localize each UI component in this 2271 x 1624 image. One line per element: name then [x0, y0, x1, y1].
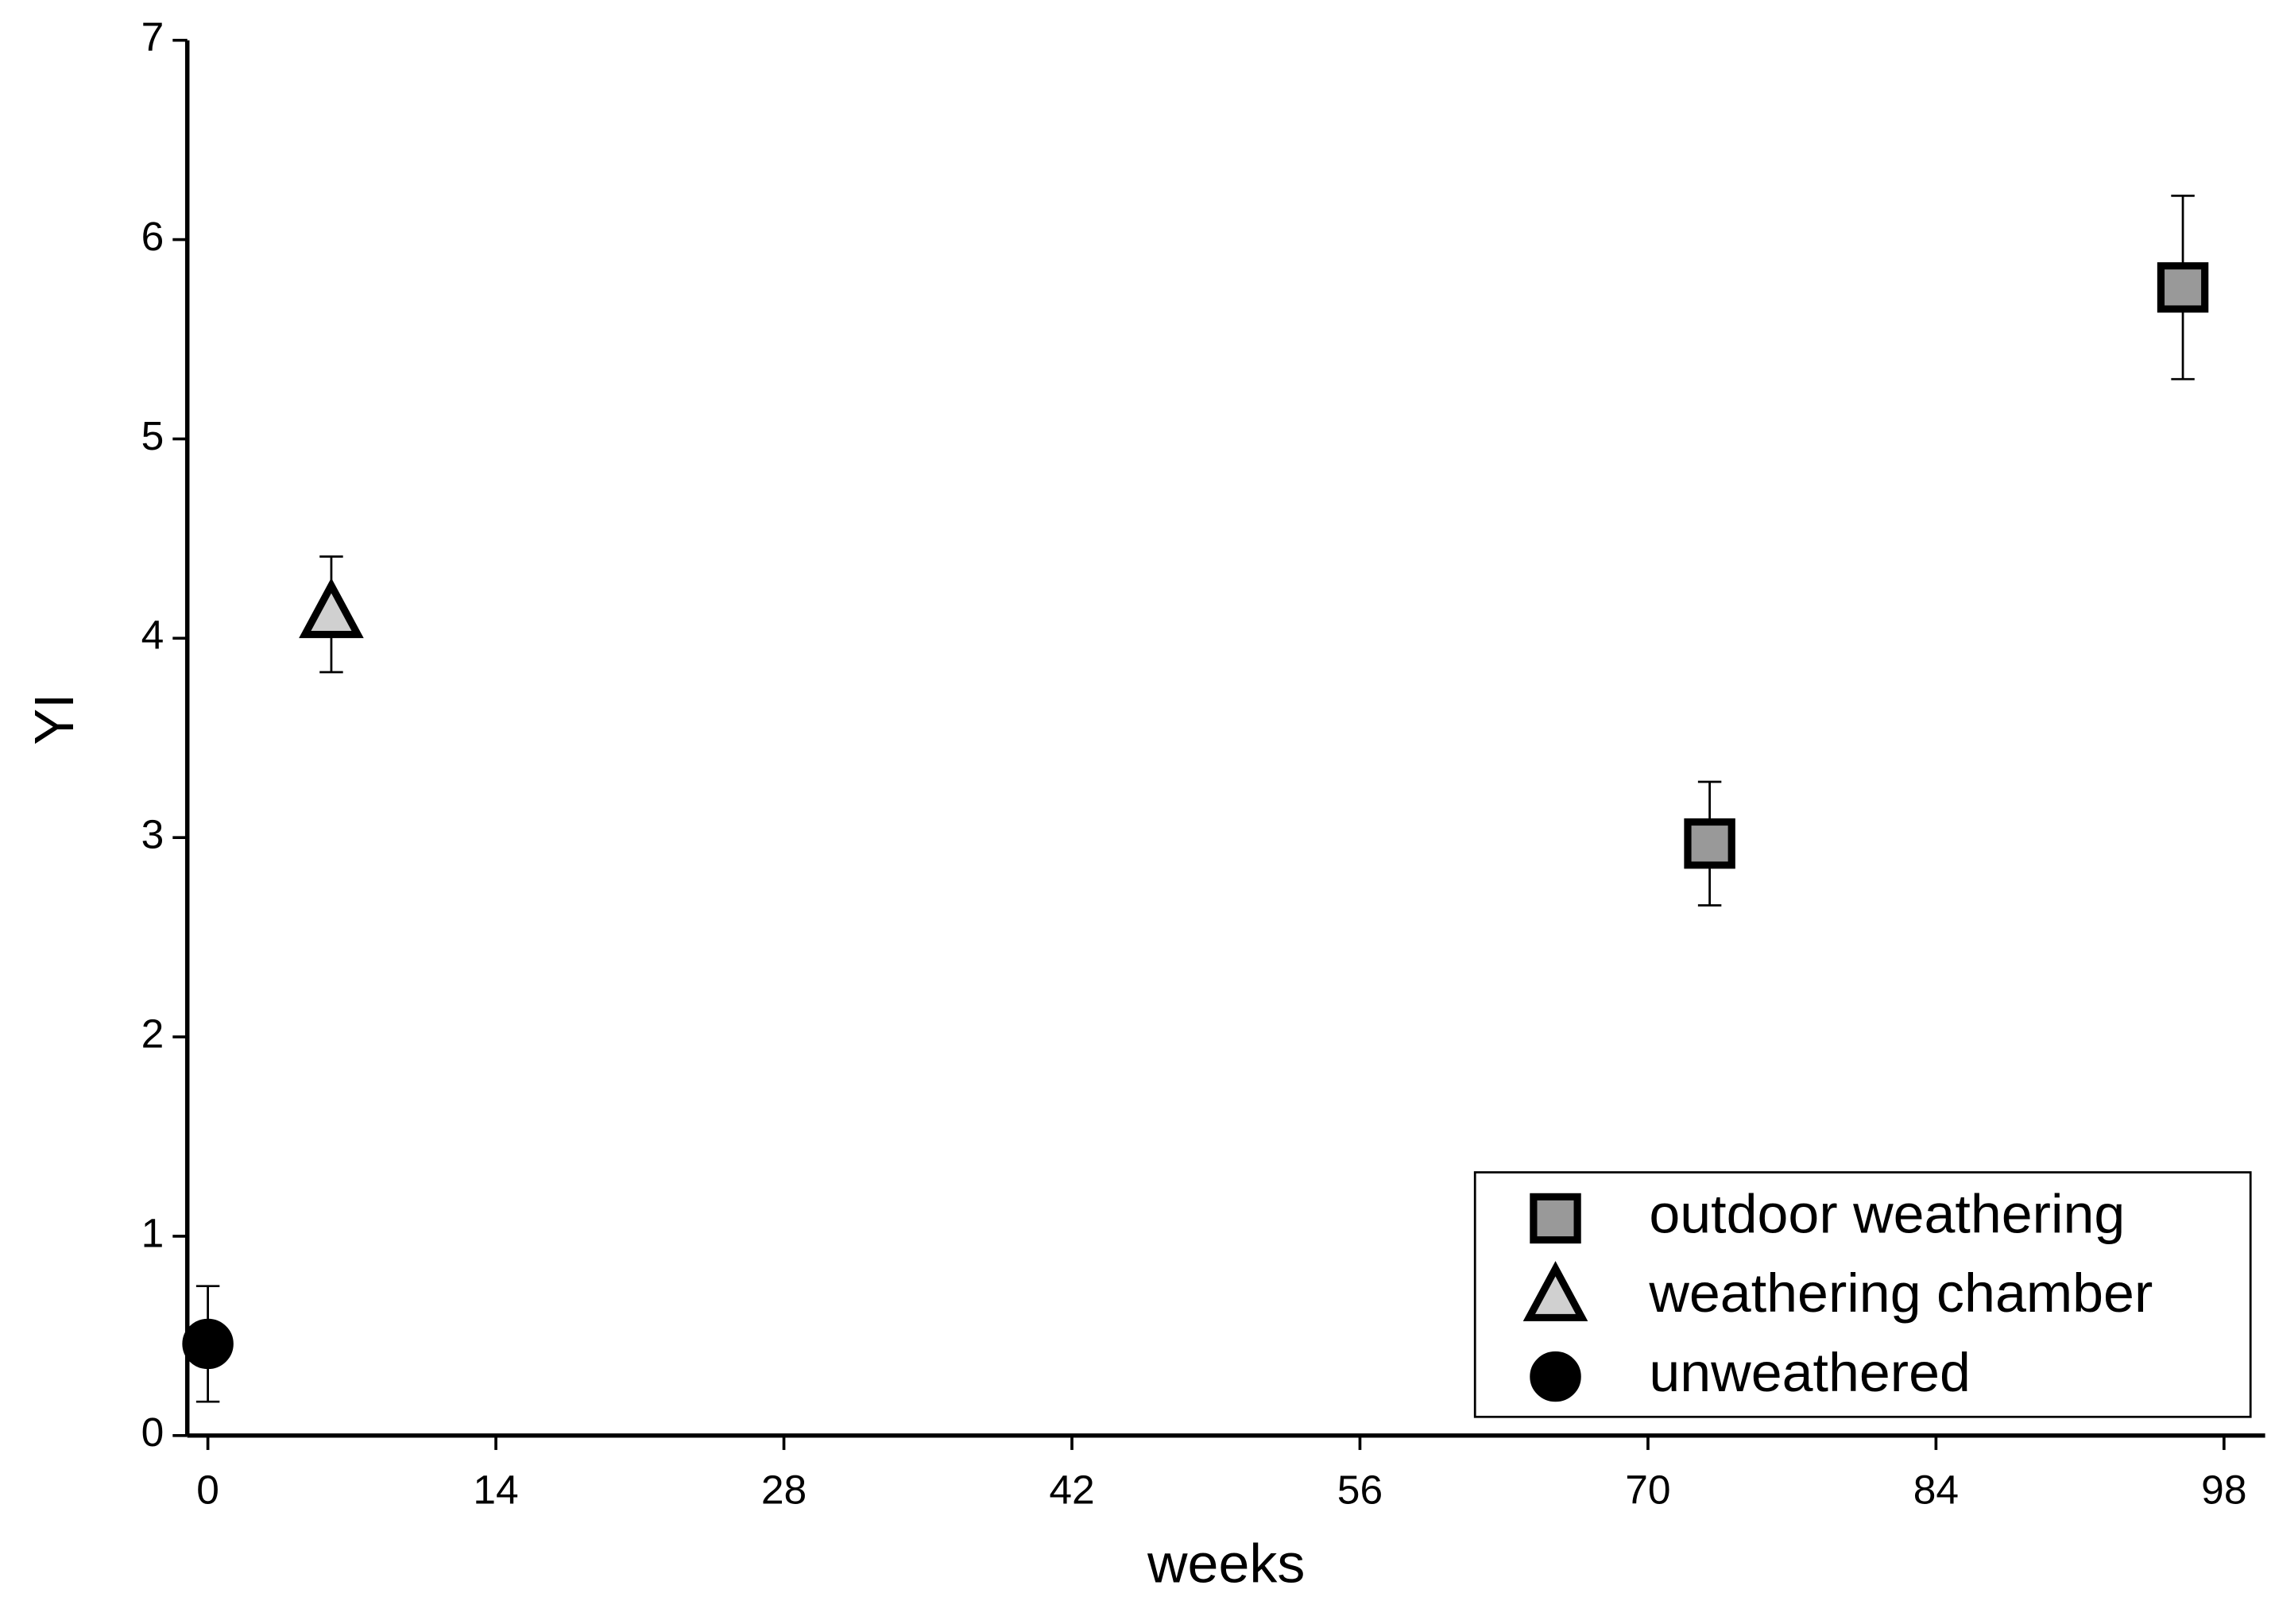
- x-axis-label: weeks: [1147, 1533, 1305, 1594]
- x-tick-label: 28: [761, 1467, 807, 1513]
- x-tick-label: 84: [1913, 1467, 1959, 1513]
- x-tick-label: 14: [473, 1467, 518, 1513]
- y-tick-label: 1: [141, 1211, 164, 1256]
- x-tick-label: 98: [2201, 1467, 2246, 1513]
- legend-marker: [1522, 1261, 1588, 1321]
- legend-box: [1473, 1171, 2252, 1418]
- y-tick-label: 4: [141, 613, 164, 658]
- legend-marker: [1530, 1351, 1581, 1402]
- legend-marker: [1530, 1193, 1581, 1244]
- y-tick-label: 7: [141, 14, 164, 60]
- y-tick-label: 0: [141, 1410, 164, 1456]
- x-tick-label: 70: [1625, 1467, 1670, 1513]
- x-tick-label: 42: [1049, 1467, 1094, 1513]
- point: [2157, 262, 2209, 313]
- x-tick-label: 0: [196, 1467, 219, 1513]
- point: [182, 1318, 234, 1370]
- y-tick-label: 3: [141, 812, 164, 857]
- x-tick-label: 56: [1337, 1467, 1383, 1513]
- y-tick-label: 2: [141, 1011, 164, 1057]
- legend-label: outdoor weathering: [1649, 1183, 2125, 1244]
- y-tick-label: 5: [141, 413, 164, 458]
- legend-label: weathering chamber: [1648, 1262, 2153, 1324]
- y-axis-label: YI: [23, 694, 86, 745]
- point: [299, 578, 364, 639]
- point: [1684, 818, 1735, 869]
- y-tick-label: 6: [141, 214, 164, 259]
- legend-label: unweathered: [1649, 1341, 1971, 1402]
